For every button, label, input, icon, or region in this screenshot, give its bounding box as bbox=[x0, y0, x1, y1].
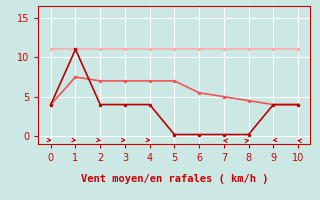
X-axis label: Vent moyen/en rafales ( km/h ): Vent moyen/en rafales ( km/h ) bbox=[81, 174, 268, 184]
